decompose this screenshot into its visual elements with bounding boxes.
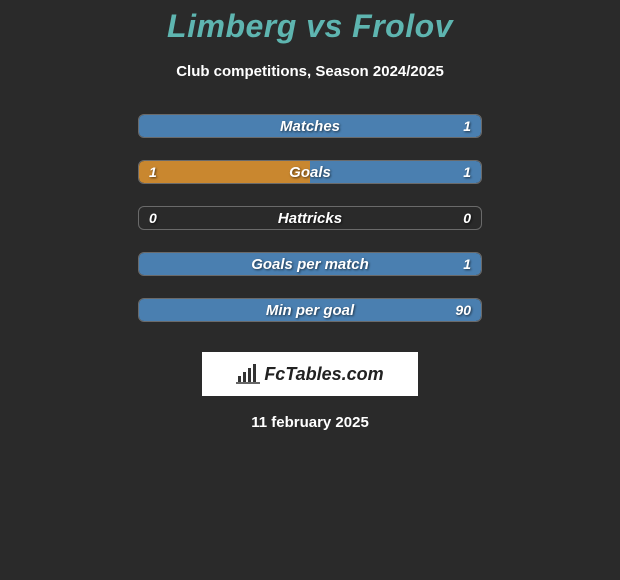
stat-value-right: 0 bbox=[463, 207, 471, 229]
stats-row: Matches1 bbox=[138, 114, 482, 138]
subtitle: Club competitions, Season 2024/2025 bbox=[176, 63, 444, 80]
stat-value-right: 90 bbox=[455, 299, 471, 321]
stat-bar: Matches1 bbox=[138, 114, 482, 138]
stat-value-right: 1 bbox=[463, 115, 471, 137]
stats-rows: Matches11Goals10Hattricks0Goals per matc… bbox=[138, 114, 482, 344]
stats-row: 0Hattricks0 bbox=[138, 206, 482, 230]
stat-value-right: 1 bbox=[463, 161, 471, 183]
stat-value-right: 1 bbox=[463, 253, 471, 275]
stat-bar: Min per goal90 bbox=[138, 298, 482, 322]
stat-label: Hattricks bbox=[139, 207, 481, 229]
date-label: 11 february 2025 bbox=[251, 414, 369, 431]
stat-label: Goals per match bbox=[139, 253, 481, 275]
stat-bar: Goals per match1 bbox=[138, 252, 482, 276]
stat-label: Goals bbox=[139, 161, 481, 183]
bar-chart-icon bbox=[236, 364, 260, 384]
brand-label: FcTables.com bbox=[264, 364, 383, 385]
stat-label: Matches bbox=[139, 115, 481, 137]
brand-inner: FcTables.com bbox=[236, 364, 383, 385]
comparison-infographic: Limberg vs Frolov Club competitions, Sea… bbox=[0, 0, 620, 431]
stat-bar: 0Hattricks0 bbox=[138, 206, 482, 230]
stat-bar: 1Goals1 bbox=[138, 160, 482, 184]
stat-label: Min per goal bbox=[139, 299, 481, 321]
stats-row: 1Goals1 bbox=[138, 160, 482, 184]
stats-row: Goals per match1 bbox=[138, 252, 482, 276]
stats-row: Min per goal90 bbox=[138, 298, 482, 322]
brand-box: FcTables.com bbox=[202, 352, 418, 396]
page-title: Limberg vs Frolov bbox=[167, 8, 453, 45]
